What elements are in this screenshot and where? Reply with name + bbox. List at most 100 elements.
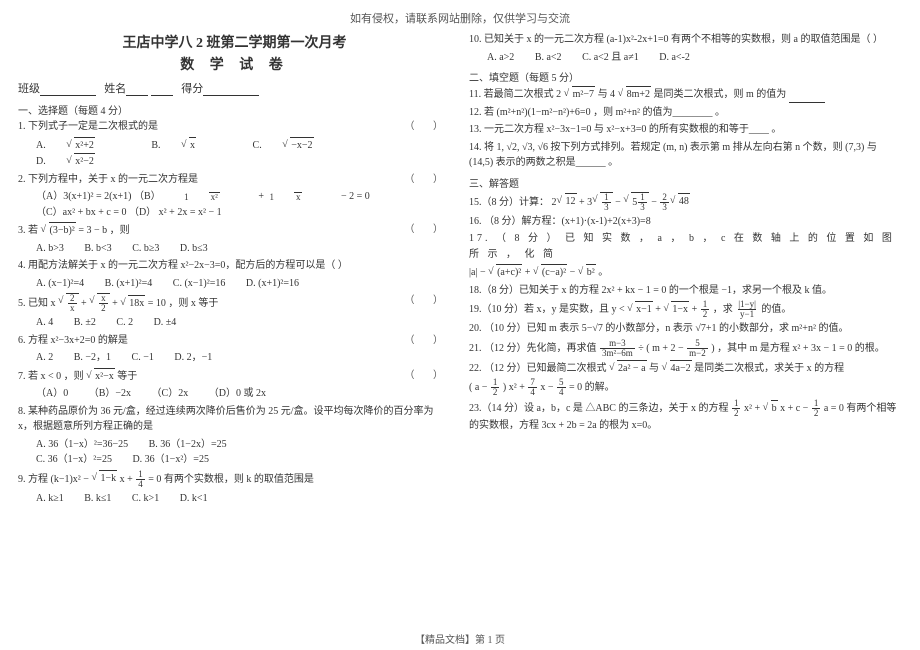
q6: 6. 方程 x²−3x+2=0 的解是 （ ）	[18, 333, 451, 349]
q6-a: A. 2	[36, 350, 53, 366]
q22-eq-h: ( a −	[469, 382, 490, 393]
q2-opts-1: （A）3(x+1)² = 2(x+1) （B） 1x² + 1x − 2 = 0	[18, 189, 451, 205]
q8-b: B. 36（1−2x）=25	[149, 437, 227, 453]
name-label: 姓名	[104, 83, 126, 95]
q9-b: B. k≤1	[84, 491, 111, 507]
q15-head: 15.（8 分）计算： 2	[469, 196, 557, 207]
name-blank-1	[126, 85, 148, 96]
q21-tail: ，其中 m 是方程 x² + 3x − 1 = 0 的根。	[717, 342, 885, 353]
q10-d: D. a<-2	[659, 50, 690, 66]
q3-head: 3. 若	[18, 225, 38, 236]
q7-opts: （A）0 （B）−2x （C）2x （D）0 或 2x	[18, 386, 451, 402]
q4-b: B. (x+1)²=4	[105, 276, 153, 292]
q13: 13. 一元二次方程 x²−3x−1=0 与 x²−x+3=0 的所有实数根的和…	[469, 122, 902, 138]
q15-p: + 3	[577, 196, 593, 207]
q9-d: D. k<1	[180, 491, 208, 507]
q22-tail: 是同类二次根式，求关于 x 的方程	[694, 363, 844, 374]
q19: 19.（10 分）若 x，y 是实数，且 y < x−1 + 1−x + 12 …	[469, 300, 902, 319]
q2: 2. 下列方程中，关于 x 的一元二次方程是 （ ）	[18, 172, 451, 188]
q17-r2: (c−a)²	[541, 264, 567, 281]
q23-t3: a	[824, 403, 828, 414]
section-3-heading: 三、解答题	[469, 175, 902, 190]
q3-rad: (3−b)²	[49, 222, 76, 239]
q17-dot: 。	[598, 267, 608, 278]
q22: 22. （12 分）已知最简二次根式 2a² − a 与 4a−2 是同类二次根…	[469, 360, 902, 377]
q12: 12. 若 (m²+n²)(1−m²−n²)+6=0 ，则 m²+n² 的值为_…	[469, 105, 902, 121]
q5-mid: +	[81, 298, 89, 309]
q10-c: C. a<2 且 a≠1	[582, 50, 639, 66]
q1-paren: （ ）	[405, 119, 452, 135]
page-footer: 【精品文档】第 1 页	[0, 631, 920, 646]
q21-f2n: 5	[693, 339, 702, 348]
q21-f1n: m−3	[607, 339, 628, 348]
q22-eq-m2: x −	[540, 382, 556, 393]
q11-r1: m²−7	[572, 86, 595, 103]
q19-head: 19.（10 分）若 x，y 是实数，且 y <	[469, 304, 627, 315]
q1-d: D.	[36, 154, 46, 170]
q21-mid: ÷ ( m + 2 −	[638, 342, 686, 353]
q11-head: 11. 若最简二次根式 2	[469, 89, 561, 100]
q2-row1: （A）3(x+1)² = 2(x+1) （B）	[36, 189, 161, 205]
q6-paren: （ ）	[405, 333, 452, 349]
q17-eq-head: |a| −	[469, 267, 488, 278]
q3-paren: （ ）	[405, 222, 452, 238]
q5-b: B. ±2	[74, 315, 96, 331]
q1-stem: 1. 下列式子一定是二次根式的是	[18, 121, 158, 132]
q19-m2: +	[692, 304, 700, 315]
q10: 10. 已知关于 x 的一元二次方程 (a-1)x²-2x+1=0 有两个不相等…	[469, 32, 902, 48]
q7-b: （B）−2x	[89, 386, 131, 402]
q7: 7. 若 x < 0 ，则 x²−x 等于 （ ）	[18, 368, 451, 385]
q19-m1: +	[655, 304, 663, 315]
q4-opts: A. (x−1)²=4 B. (x+1)²=4 C. (x−1)²=16 D. …	[18, 276, 451, 292]
q2-opts-2: （C）ax² + bx + c = 0 （D） x² + 2x = x² − 1	[18, 205, 451, 221]
q17-plus: +	[525, 267, 533, 278]
q22-eq: ( a − 12 ) x² + 74 x − 54 = 0 的解。	[469, 378, 902, 397]
q5-d: D. ±4	[154, 315, 177, 331]
q5-a: A. 4	[36, 315, 53, 331]
q9-rad: 1−k	[99, 470, 117, 487]
q18: 18.（8 分）已知关于 x 的方程 2x² + kx − 1 = 0 的一个根…	[469, 283, 902, 299]
q10-a: A. a>2	[487, 50, 514, 66]
copyright-notice: 如有侵权，请联系网站删除，仅供学习与交流	[18, 10, 902, 26]
page-columns: 王店中学八 2 班第二学期第一次月考 数 学 试 卷 班级 姓名 得分 一、选择…	[18, 30, 902, 506]
q11-mid: 与 4	[598, 89, 616, 100]
q17-r3: b²	[586, 264, 596, 281]
q14: 14. 将 1, √2, √3, √6 按下列方式排列。若规定 (m, n) 表…	[469, 140, 902, 171]
q3-d: D. b≤3	[180, 241, 208, 257]
q1: 1. 下列式子一定是二次根式的是 （ ）	[18, 119, 451, 135]
q11-blank	[789, 93, 825, 103]
q7-tail: 等于	[117, 371, 137, 382]
exam-subtitle: 数 学 试 卷	[18, 54, 451, 74]
q1-b: B.	[151, 138, 160, 154]
q21-f1d: 3m²−6m	[600, 348, 635, 358]
q8: 8. 某种药品原价为 36 元/盒，经过连续两次降价后售价为 25 元/盒。设平…	[18, 404, 451, 435]
q10-b: B. a<2	[535, 50, 562, 66]
q1-c-rad: −x−2	[290, 137, 313, 154]
q8-c: C. 36（1−x）²=25	[36, 452, 112, 468]
q9: 9. 方程 (k−1)x² − 1−k x + 14 = 0 有两个实数根，则 …	[18, 470, 451, 489]
q23: 23.（14 分）设 a，b，c 是 △ABC 的三条边，关于 x 的方程 12…	[469, 399, 902, 434]
q15-m: −	[613, 196, 624, 207]
q19-r2: 1−x	[671, 301, 689, 318]
q21: 21. （12 分）先化简，再求值 m−33m²−6m ÷ ( m + 2 − …	[469, 339, 902, 358]
q21-head: 21. （12 分）先化简，再求值	[469, 342, 599, 353]
q22-mid: 与	[649, 363, 662, 374]
q19-end: 的值。	[761, 304, 791, 315]
q8-opts-1: A. 36（1−x）²=36−25 B. 36（1−2x）=25	[18, 437, 451, 453]
q23-t2: x + c −	[780, 403, 811, 414]
exam-title: 王店中学八 2 班第二学期第一次月考	[18, 32, 451, 52]
q6-b: B. −2，1	[74, 350, 111, 366]
q20: 20. （10 分）已知 m 表示 5−√7 的小数部分，n 表示 √7+1 的…	[469, 321, 902, 337]
student-info: 班级 姓名 得分	[18, 80, 451, 96]
q3-tail: = 3 − b ，则	[78, 225, 129, 236]
q6-opts: A. 2 B. −2，1 C. −1 D. 2，−1	[18, 350, 451, 366]
q21-close: )	[711, 342, 714, 353]
q6-d: D. 2，−1	[174, 350, 212, 366]
q17-eq: |a| − (a+c)² + (c−a)² − b² 。	[469, 264, 902, 281]
q5-c: C. 2	[116, 315, 133, 331]
q17-minus: −	[570, 267, 578, 278]
q5: 5. 已知 x 2x + x2 + 18x = 10 ，则 x 等于 （ ）	[18, 293, 451, 313]
name-blank-2	[151, 85, 173, 96]
q23-head: 23.（14 分）设 a，b，c 是 △ABC 的三条边，关于 x 的方程	[469, 403, 731, 414]
q1-d-rad: x²−2	[74, 153, 95, 170]
